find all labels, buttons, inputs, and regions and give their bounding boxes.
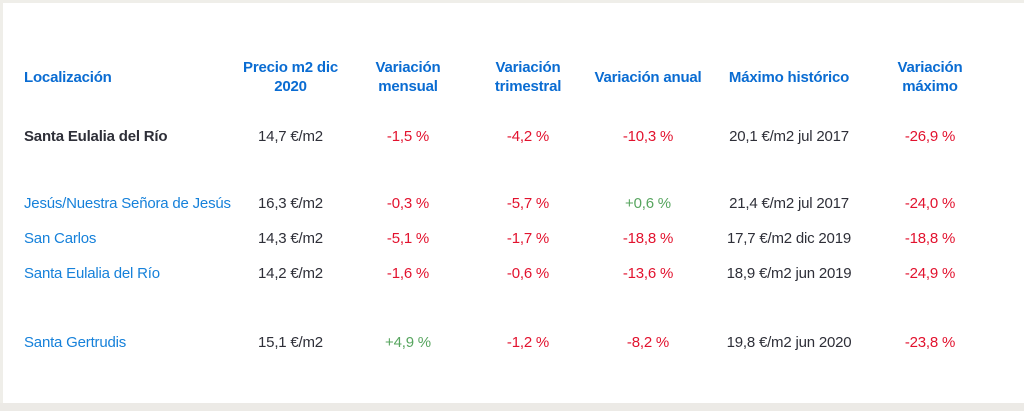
annual-variation-cell: -18,8 %	[622, 230, 674, 247]
monthly-variation-cell: +4,9 %	[385, 334, 431, 351]
location-link[interactable]: Jesús/Nuestra Señora de Jesús	[24, 195, 231, 212]
price-cell: 16,3 €/m2	[258, 195, 323, 212]
table-header-row: Localización Precio m2 dic 2020 Variació…	[3, 57, 1024, 97]
monthly-variation-cell: -1,6 %	[386, 265, 430, 282]
quarterly-variation-cell: -0,6 %	[506, 265, 550, 282]
max-variation-cell: -26,9 %	[904, 128, 956, 145]
annual-variation-cell: -10,3 %	[622, 128, 674, 145]
max-variation-cell: -23,8 %	[904, 334, 956, 351]
column-header-variacion-maximo: Variación máximo	[897, 59, 963, 95]
annual-variation-cell: -8,2 %	[626, 334, 670, 351]
location-link[interactable]: San Carlos	[24, 230, 97, 247]
historical-max-cell: 18,9 €/m2 jun 2019	[726, 265, 852, 282]
max-variation-cell: -24,0 %	[904, 195, 956, 212]
price-cell: 15,1 €/m2	[258, 334, 323, 351]
quarterly-variation-cell: -1,7 %	[506, 230, 550, 247]
price-cell: 14,2 €/m2	[258, 265, 323, 282]
location-label: Santa Eulalia del Río	[24, 128, 168, 145]
location-link[interactable]: Santa Eulalia del Río	[24, 265, 160, 282]
location-link[interactable]: Santa Gertrudis	[24, 334, 127, 351]
quarterly-variation-cell: -4,2 %	[506, 128, 550, 145]
historical-max-cell: 21,4 €/m2 jul 2017	[729, 195, 849, 212]
monthly-variation-cell: -0,3 %	[386, 195, 430, 212]
table-row: Jesús/Nuestra Señora de Jesús 16,3 €/m2 …	[3, 194, 1024, 214]
table-row: Santa Gertrudis 15,1 €/m2 +4,9 % -1,2 % …	[3, 333, 1024, 353]
quarterly-variation-cell: -1,2 %	[506, 334, 550, 351]
annual-variation-cell: +0,6 %	[625, 195, 671, 212]
column-header-variacion-trimestral: Variación trimestral	[494, 59, 562, 95]
price-cell: 14,7 €/m2	[258, 128, 323, 145]
price-cell: 14,3 €/m2	[258, 230, 323, 247]
monthly-variation-cell: -1,5 %	[386, 128, 430, 145]
quarterly-variation-cell: -5,7 %	[506, 195, 550, 212]
column-header-variacion-mensual: Variación mensual	[375, 59, 441, 95]
monthly-variation-cell: -5,1 %	[386, 230, 430, 247]
historical-max-cell: 19,8 €/m2 jun 2020	[726, 334, 852, 351]
column-header-precio-m2: Precio m2 dic 2020	[243, 59, 338, 95]
max-variation-cell: -18,8 %	[904, 230, 956, 247]
historical-max-cell: 20,1 €/m2 jul 2017	[729, 128, 849, 145]
table-row: Santa Eulalia del Río 14,7 €/m2 -1,5 % -…	[3, 127, 1024, 147]
table-row: San Carlos 14,3 €/m2 -5,1 % -1,7 % -18,8…	[3, 229, 1024, 249]
annual-variation-cell: -13,6 %	[622, 265, 674, 282]
historical-max-cell: 17,7 €/m2 dic 2019	[727, 230, 851, 247]
column-header-localizacion: Localización	[24, 68, 112, 86]
bottom-edge-divider	[0, 403, 1024, 411]
column-header-variacion-anual: Variación anual	[594, 68, 702, 86]
table-row: Santa Eulalia del Río 14,2 €/m2 -1,6 % -…	[3, 264, 1024, 284]
max-variation-cell: -24,9 %	[904, 265, 956, 282]
column-header-maximo-historico: Máximo histórico	[728, 68, 850, 86]
